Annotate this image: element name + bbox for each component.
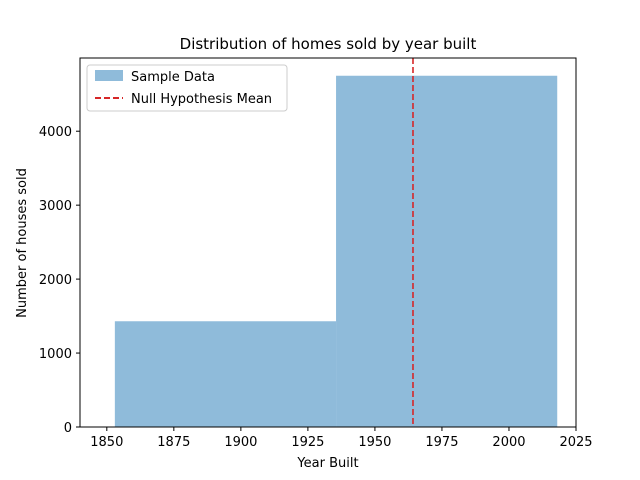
legend: Sample Data Null Hypothesis Mean bbox=[86, 64, 288, 112]
plot-frame bbox=[79, 57, 577, 428]
x-tick-label: 2025 bbox=[559, 435, 592, 450]
y-tick-label: 2000 bbox=[39, 273, 72, 288]
y-tick-label: 0 bbox=[64, 421, 72, 436]
histogram-bar-1 bbox=[114, 321, 337, 427]
legend-label-sample-data: Sample Data bbox=[131, 70, 215, 85]
histogram-bar-2 bbox=[336, 75, 558, 427]
x-tick-label: 1925 bbox=[291, 435, 324, 450]
legend-swatch-sample-data bbox=[95, 70, 123, 81]
x-tick-label: 1950 bbox=[358, 435, 391, 450]
y-axis-ticks: 0 1000 2000 3000 4000 bbox=[39, 125, 80, 436]
y-tick-label: 1000 bbox=[39, 347, 72, 362]
x-axis-label: Year Built bbox=[296, 456, 358, 471]
y-tick-label: 3000 bbox=[39, 199, 72, 214]
x-tick-label: 1875 bbox=[157, 435, 190, 450]
x-tick-label: 1975 bbox=[425, 435, 458, 450]
bars-group bbox=[114, 75, 558, 427]
x-tick-label: 2000 bbox=[492, 435, 525, 450]
y-tick-label: 4000 bbox=[39, 125, 72, 140]
chart-title: Distribution of homes sold by year built bbox=[180, 35, 477, 53]
legend-label-null-mean: Null Hypothesis Mean bbox=[131, 92, 272, 107]
x-tick-label: 1850 bbox=[90, 435, 123, 450]
y-axis-label: Number of houses sold bbox=[15, 168, 30, 318]
x-axis-ticks: 1850 1875 1900 1925 1950 1975 2000 2025 bbox=[90, 427, 593, 450]
legend-box bbox=[86, 64, 288, 112]
x-tick-label: 1900 bbox=[224, 435, 257, 450]
